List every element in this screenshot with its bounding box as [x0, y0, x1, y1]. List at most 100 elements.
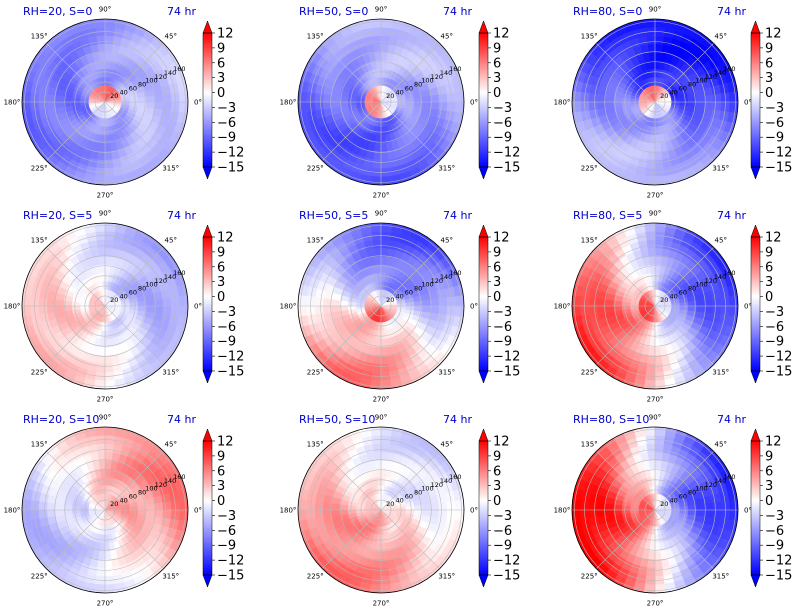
colorbar-extend-max [479, 429, 488, 441]
colorbar-tick-label: 12 [765, 27, 782, 42]
panel-title: RH=50, S=10 [299, 413, 375, 426]
colorbar-tick-label: −15 [217, 161, 244, 176]
angle-tick-label: 225° [307, 164, 324, 172]
heat-cell [22, 295, 31, 306]
heat-cell [105, 444, 114, 453]
heat-cell [331, 503, 340, 510]
heat-cell [372, 444, 381, 453]
colorbar-tick-label: −6 [217, 524, 236, 539]
colorbar-extend-min [203, 575, 212, 587]
angle-tick-label: 90° [375, 6, 387, 14]
angle-tick-label: 270° [97, 600, 114, 608]
heat-cell [179, 91, 188, 102]
angle-tick-label: 315° [438, 164, 455, 172]
heat-cell [298, 102, 307, 113]
angle-tick-label: 180° [280, 99, 297, 107]
radial-tick-label: 20 [386, 500, 394, 508]
heat-cell [373, 151, 381, 160]
heat-cell [370, 176, 381, 185]
heat-cell [97, 559, 105, 568]
heat-cell [154, 510, 163, 518]
heat-cell [381, 380, 392, 389]
heat-cell [146, 510, 155, 517]
heat-cell [298, 91, 307, 102]
colorbar-tick-label: 3 [217, 71, 225, 86]
radial-tick-label: 160 [723, 269, 735, 277]
heat-cell [572, 91, 581, 102]
heat-cell [105, 452, 113, 461]
heat-cell [422, 306, 431, 313]
colorbar-tick-label: −15 [493, 161, 520, 176]
colorbar-tick-label: 9 [765, 41, 773, 56]
heat-cell [430, 102, 439, 110]
radial-tick-label: 20 [660, 296, 668, 304]
panel-time: 74 hr [443, 209, 472, 222]
angle-tick-label: 90° [99, 6, 111, 14]
heat-cell [105, 584, 116, 593]
angle-tick-label: 180° [554, 303, 571, 311]
heat-cell [47, 306, 56, 314]
colorbar-tick-label: 6 [217, 260, 225, 275]
colorbar-tick-label: −6 [493, 116, 512, 131]
heat-cell [179, 499, 188, 510]
heat-cell [655, 364, 664, 373]
angle-tick-label: 45° [165, 441, 177, 449]
colorbar-tick-label: 0 [493, 494, 501, 509]
heat-cell [381, 452, 389, 461]
angle-tick-label: 0° [470, 99, 478, 107]
heat-cell [374, 551, 381, 560]
angle-tick-label: 225° [31, 572, 48, 580]
radial-tick-label: 60 [679, 84, 687, 92]
heat-cell [373, 355, 381, 364]
heat-cell [696, 102, 705, 109]
heat-cell [381, 176, 392, 185]
colorbar-extend-min [203, 371, 212, 383]
radial-tick-label: 160 [449, 473, 461, 481]
angle-tick-label: 90° [99, 210, 111, 218]
angle-tick-label: 270° [373, 600, 390, 608]
radial-tick-label: 40 [119, 496, 127, 504]
heat-cell [55, 299, 64, 306]
angle-tick-label: 225° [307, 368, 324, 376]
colorbar-tick-label: 6 [493, 260, 501, 275]
radial-tick-label: 40 [395, 88, 403, 96]
heat-cell [331, 299, 340, 306]
heat-cell [646, 36, 655, 45]
heat-cell [154, 502, 163, 510]
heat-cell [381, 584, 392, 593]
heat-cell [105, 44, 113, 53]
heat-cell [597, 306, 606, 314]
heat-cell [370, 223, 381, 232]
heat-cell [96, 568, 105, 577]
colorbar-tick-label: 0 [217, 290, 225, 305]
angle-tick-label: 180° [554, 99, 571, 107]
heat-cell [105, 223, 116, 232]
heat-cell [105, 364, 114, 373]
colorbar-extend-min [479, 575, 488, 587]
heat-cell [655, 176, 666, 185]
colorbar-tick-label: −12 [765, 350, 792, 365]
heat-cell [655, 160, 664, 169]
angle-tick-label: 180° [4, 507, 21, 515]
heat-cell [572, 306, 581, 317]
heat-cell [430, 510, 439, 518]
radial-tick-label: 20 [110, 500, 118, 508]
heat-cell [146, 102, 155, 109]
heat-cell [589, 306, 598, 315]
angle-tick-label: 0° [194, 507, 202, 515]
colorbar-tick-label: −3 [217, 509, 236, 524]
heat-cell [47, 102, 56, 110]
heat-cell [370, 427, 381, 436]
heat-cell [163, 306, 172, 315]
angle-tick-label: 90° [99, 414, 111, 422]
colorbar-tick-label: 9 [765, 245, 773, 260]
heat-cell [105, 559, 113, 568]
radial-tick-label: 60 [129, 492, 137, 500]
colorbar-tick-label: −9 [217, 131, 236, 146]
colorbar-tick-label: −9 [765, 335, 784, 350]
heat-cell [315, 102, 324, 111]
heat-cell [655, 240, 664, 249]
radial-tick-label: 20 [386, 92, 394, 100]
angle-tick-label: 270° [647, 192, 664, 200]
